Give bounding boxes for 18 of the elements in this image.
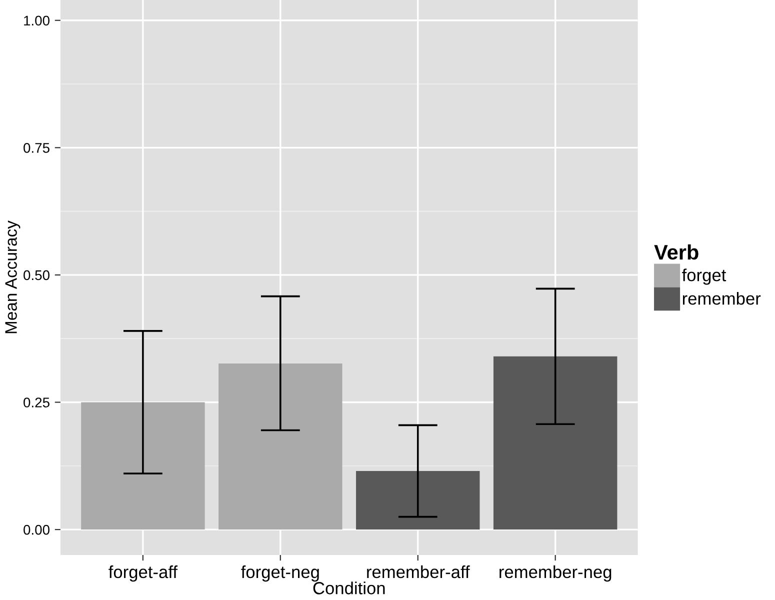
x-tick-label: forget-aff	[108, 565, 178, 582]
y-tick-label: 1.00	[24, 16, 50, 26]
x-axis-title: Condition	[313, 582, 385, 594]
y-tick-label: 0.00	[24, 524, 50, 535]
bar	[218, 364, 342, 530]
bar	[81, 402, 205, 530]
x-tick-label: remember-neg	[500, 565, 612, 582]
y-tick-label: 0.75	[24, 142, 50, 153]
y-tick-label: 0.50	[24, 270, 50, 280]
bar	[356, 470, 480, 530]
legend-label: remember	[682, 292, 761, 305]
legend-label: forget	[682, 268, 726, 285]
y-tick-label: 0.25	[24, 398, 50, 408]
bar	[493, 356, 618, 530]
x-tick-label: remember-aff	[367, 565, 470, 578]
x-tick-label: forget-neg	[241, 565, 319, 582]
y-axis-title: Mean Accuracy	[5, 220, 20, 334]
legend-title: Verb	[654, 244, 698, 260]
